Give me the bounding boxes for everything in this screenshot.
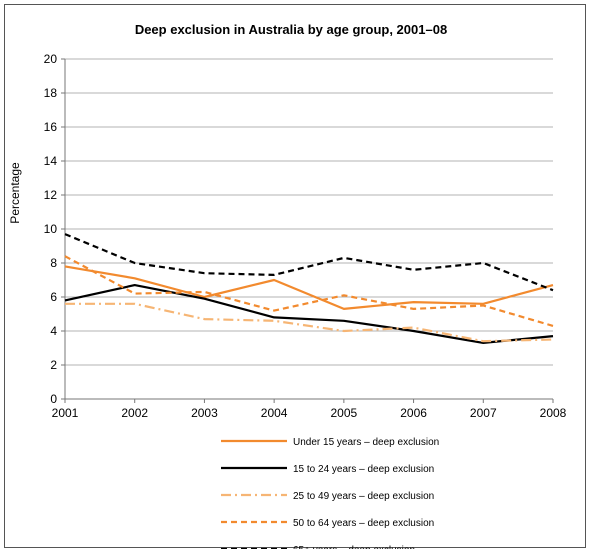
y-tick-label: 0 [50,392,57,406]
chart-frame: Deep exclusion in Australia by age group… [4,4,586,554]
y-tick-label: 16 [44,120,58,134]
y-tick-label: 6 [50,290,57,304]
y-tick-label: 20 [44,52,58,66]
x-tick-label: 2005 [331,406,358,420]
series-lines [64,233,554,344]
y-axis-label: Percentage [8,162,22,224]
gridlines [61,58,553,400]
y-tick-label: 4 [50,324,57,338]
series-line [65,302,554,343]
axes [64,59,554,403]
line-chart: Deep exclusion in Australia by age group… [8,22,567,554]
legend-label: 25 to 49 years – deep exclusion [293,491,434,502]
series-line [64,255,554,327]
x-tick-label: 2001 [52,406,79,420]
legend: Under 15 years – deep exclusion 15 to 24 … [221,437,439,554]
x-tick-label: 2004 [261,406,288,420]
y-tick-label: 12 [44,188,58,202]
series-line [64,265,554,310]
x-tick-labels: 2001 2002 2003 2004 2005 2006 2007 2008 [52,406,567,420]
y-tick-label: 8 [50,256,57,270]
x-tick-label: 2007 [470,406,497,420]
series-line [64,233,554,292]
y-tick-label: 10 [44,222,58,236]
legend-label: 65+ years – deep exclusion [293,545,415,549]
y-tick-label: 18 [44,86,58,100]
x-tick-label: 2006 [400,406,427,420]
x-tick-label: 2002 [121,406,148,420]
x-tick-label: 2008 [540,406,567,420]
x-tick-label: 2003 [191,406,218,420]
series-line [64,284,554,344]
y-tick-labels: 0 2 4 6 8 10 12 14 16 18 20 [44,52,58,406]
legend-label: 15 to 24 years – deep exclusion [293,464,434,475]
y-tick-label: 2 [50,358,57,372]
legend-label: Under 15 years – deep exclusion [293,437,439,448]
legend-label: 50 to 64 years – deep exclusion [293,518,434,529]
chart-title: Deep exclusion in Australia by age group… [135,22,447,37]
y-tick-label: 14 [44,154,58,168]
